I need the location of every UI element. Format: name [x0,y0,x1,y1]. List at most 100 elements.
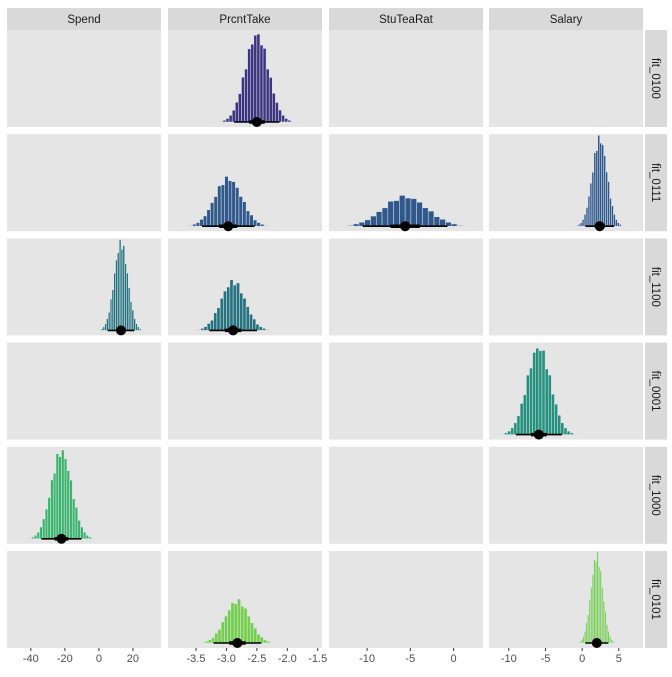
histogram-bar [376,212,382,227]
histogram-bar [108,312,110,330]
histogram-bar [342,226,348,227]
histogram-bar [221,622,224,643]
histogram-bar [51,480,54,539]
x-tick-label: -2.5 [247,653,266,665]
histogram-bar [232,110,235,122]
median-point [400,221,410,231]
histogram-bar [81,527,84,539]
histogram-bar [594,153,596,226]
histogram-bar [511,428,514,435]
x-tick-label: -2.0 [278,653,297,665]
panel-fit_1000-salary [489,447,643,544]
panel-fit_1000-prcnttake [168,447,322,544]
histogram-bar [248,49,251,122]
histogram-bar [586,207,588,226]
histogram-bar [592,172,594,226]
histogram-bar [270,642,273,643]
histogram-bar [266,329,269,330]
histogram-bar [584,214,586,226]
histogram-bar [202,642,205,643]
histogram-bar [110,299,112,330]
histogram-bar [53,473,56,539]
histogram-bar [105,324,107,331]
panel-fit_1000-spend [7,447,161,544]
histogram-bar [99,330,101,331]
histogram-bar [517,416,520,435]
histogram-bar [137,327,139,331]
x-tick-label: -1.5 [308,653,327,665]
panel-fit_0001-prcnttake [168,343,322,440]
histogram-bar [526,375,529,435]
histogram-bar [83,532,86,539]
histogram-bar [561,423,564,435]
histogram-bar [37,532,40,539]
histogram-bar [564,428,567,435]
histogram-bar [457,225,463,226]
histogram-bar [223,120,226,122]
histogram-bar [218,629,221,643]
histogram-bar [231,603,234,643]
histogram-bar [91,538,94,539]
histogram-bar [253,220,257,226]
histogram-bar [263,48,266,122]
histogram-bar [253,319,256,330]
column-strip-label: Spend [67,14,100,26]
histogram-bar [228,610,231,643]
histogram-bar [247,616,250,643]
histogram-bar [208,640,211,643]
histogram-bar [590,183,592,226]
histogram-bar [241,606,244,643]
median-point [252,117,262,127]
histogram-bar [567,431,570,435]
histogram-bar [257,34,260,122]
panel-fit_0001-spend [7,343,161,440]
histogram-bar [428,211,434,226]
histogram-bar [64,459,67,539]
histogram-bar [239,197,243,227]
histogram-bar [34,535,37,539]
histogram-bar [117,253,119,331]
histogram-bar [353,224,359,226]
histogram-bar [235,102,238,122]
histogram-bar [250,215,254,226]
histogram-bar [588,196,590,226]
histogram-bar [215,633,218,643]
histogram-bar [86,535,89,539]
median-point [592,638,602,648]
histogram-bar [40,527,43,539]
histogram-bar [103,327,105,331]
histogram-bar [59,457,62,539]
histogram-bar [89,537,92,539]
histogram-bar [262,328,265,330]
histogram-bar [229,115,232,122]
histogram-bar [233,285,236,330]
histogram-bar [236,283,239,330]
histogram-bar [613,214,615,226]
row-strip-label: fit_1000 [649,475,661,516]
x-tick-label: 0 [451,653,457,665]
histogram-bar [134,319,136,331]
histogram-bar [126,273,128,330]
histogram-bar [257,223,261,227]
histogram-bar [411,199,417,227]
histogram-bar [238,94,241,122]
histogram-bar [254,628,257,643]
histogram-bar [210,320,213,330]
panel-fit_0101-salary [489,551,643,648]
histogram-bar [48,497,51,538]
histogram-bar [263,640,266,643]
histogram-bar [285,118,288,122]
histogram-bar [539,351,542,435]
row-strip-label: fit_1100 [649,267,661,307]
histogram-bar [240,293,243,330]
histogram-bar [241,77,244,122]
histogram-bar [201,328,204,330]
histogram-bar [250,623,253,643]
histogram-bar [617,223,619,227]
histogram-bar [136,324,138,331]
histogram-bar [139,329,141,331]
median-point [56,534,66,544]
histogram-bar [291,121,294,122]
histogram-bar [246,307,249,331]
